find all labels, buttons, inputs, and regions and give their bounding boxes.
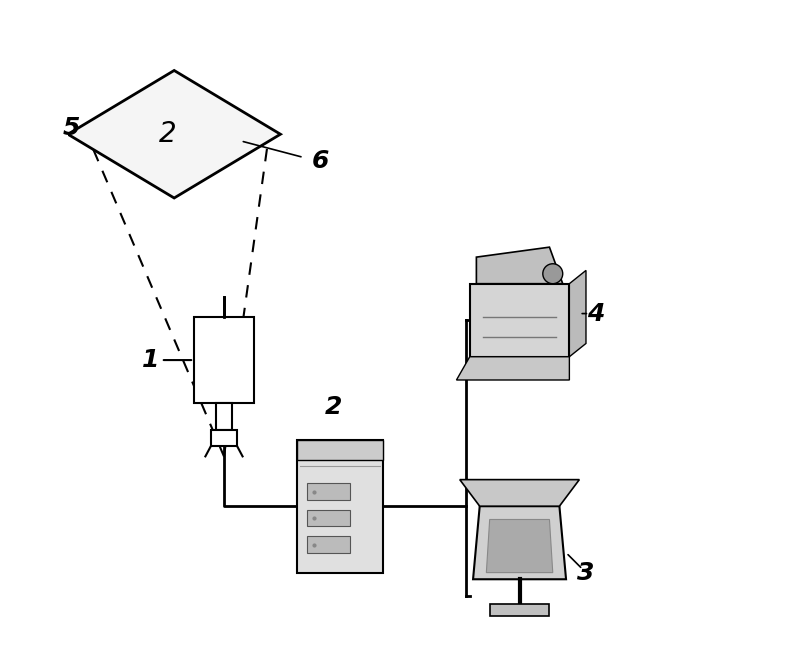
Polygon shape <box>570 270 586 357</box>
Bar <box>210 430 238 446</box>
Text: 1: 1 <box>142 348 160 372</box>
Bar <box>307 536 350 553</box>
Text: 2: 2 <box>158 120 176 148</box>
Polygon shape <box>473 506 566 579</box>
Polygon shape <box>486 520 553 573</box>
FancyBboxPatch shape <box>297 440 383 460</box>
Polygon shape <box>68 71 281 198</box>
Bar <box>216 404 232 430</box>
Polygon shape <box>460 480 579 506</box>
Text: 2: 2 <box>325 395 342 419</box>
Bar <box>307 510 350 526</box>
Bar <box>470 283 570 357</box>
Bar <box>307 483 350 500</box>
Bar <box>297 440 383 573</box>
Text: 4: 4 <box>587 301 605 325</box>
Bar <box>490 604 550 616</box>
Text: 5: 5 <box>62 115 80 139</box>
Polygon shape <box>457 357 570 380</box>
Text: 6: 6 <box>312 149 329 173</box>
Polygon shape <box>476 247 562 283</box>
Bar <box>194 317 254 404</box>
Circle shape <box>543 263 562 283</box>
Text: 3: 3 <box>578 561 594 584</box>
